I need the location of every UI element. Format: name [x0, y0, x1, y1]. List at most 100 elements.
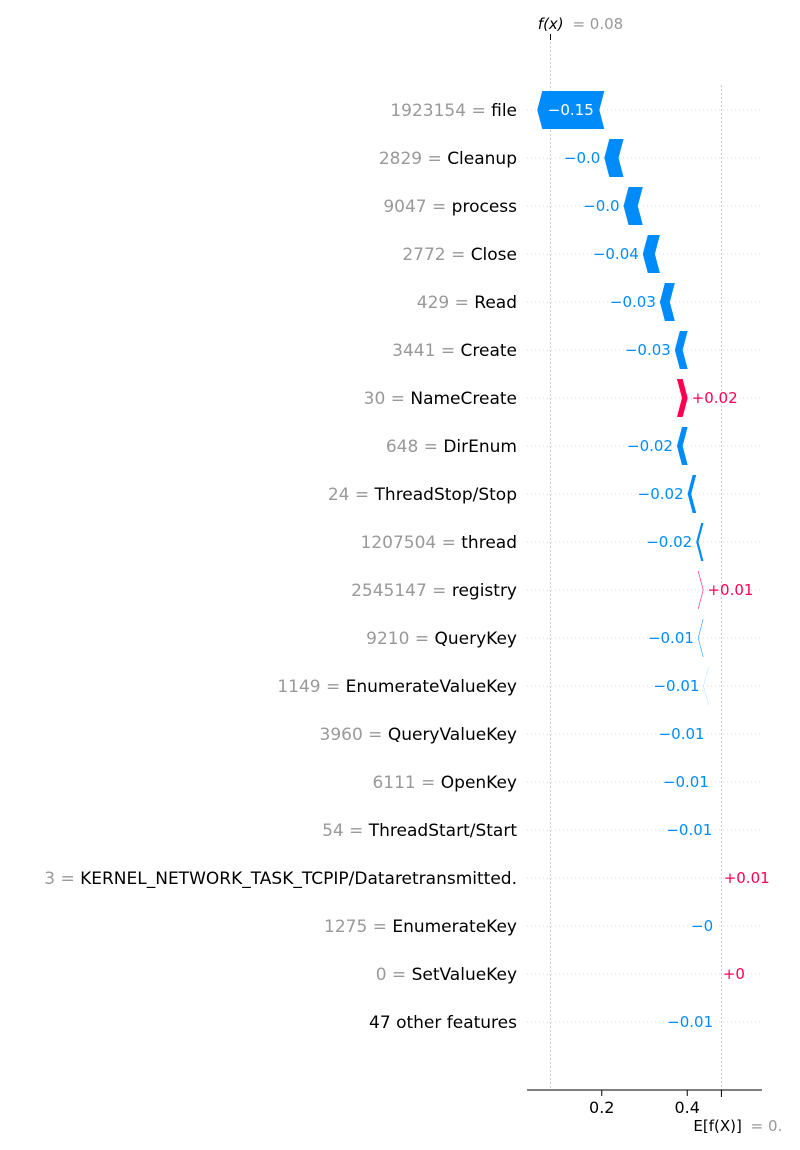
- x-axis-ticks: 0.2 0.4: [589, 1090, 700, 1117]
- waterfall-bars: −0.01 +0 −0 +0.01 −0.01 −0.01 −0.01 −0.01 −0.01 +…: [537, 91, 770, 1041]
- bar-value-label: +0: [723, 965, 745, 983]
- feature-name: Read: [474, 293, 517, 313]
- feature-value: 30 =: [364, 389, 411, 409]
- feature-name: EnumerateKey: [392, 917, 517, 937]
- x-tick-label: 0.4: [675, 1098, 700, 1117]
- feature-label: 3441 = Create: [392, 341, 517, 361]
- feature-name: QueryKey: [435, 629, 518, 649]
- feature-value: 3960 =: [320, 725, 388, 745]
- feature-value: 3441 =: [392, 341, 460, 361]
- feature-label: 1275 = EnumerateKey: [324, 917, 517, 937]
- feature-name: KERNEL_NETWORK_TASK_TCPIP/Dataretransmit…: [80, 869, 517, 889]
- waterfall-bar: [676, 379, 688, 417]
- feature-value: 9047 =: [383, 197, 451, 217]
- feature-name: ThreadStop/Stop: [374, 485, 517, 505]
- feature-labels: 47 other features 0 = SetValueKey 1275 = E…: [44, 101, 517, 1033]
- feature-name: EnumerateValueKey: [346, 677, 517, 697]
- feature-label: 1207504 = thread: [361, 533, 518, 553]
- feature-value: 54 =: [322, 821, 369, 841]
- expected-value-footer: E[f(X)] = 0.: [693, 1090, 782, 1135]
- feature-label: 3960 = QueryValueKey: [320, 725, 518, 745]
- feature-value: 429 =: [417, 293, 475, 313]
- bar-value-label: −0.15: [548, 101, 594, 119]
- feature-label: 2545147 = registry: [351, 581, 517, 601]
- feature-label: 6111 = OpenKey: [372, 773, 517, 793]
- bar-value-label: −0.03: [625, 341, 671, 359]
- bar-value-label: +0.02: [692, 389, 738, 407]
- feature-label: 47 other features: [369, 1013, 517, 1033]
- bar-value-label: −0.01: [663, 773, 709, 791]
- feature-label: 0 = SetValueKey: [376, 965, 517, 985]
- feature-label: 648 = DirEnum: [386, 437, 517, 457]
- feature-name: SetValueKey: [412, 965, 517, 985]
- feature-value: 0 =: [376, 965, 412, 985]
- bar-value-label: −0.01: [653, 677, 699, 695]
- feature-name: Create: [461, 341, 518, 361]
- feature-name: 47 other features: [369, 1013, 517, 1033]
- fx-symbol: f(x): [538, 15, 564, 33]
- bar-value-label: +0.01: [724, 869, 770, 887]
- feature-name: registry: [452, 581, 517, 601]
- feature-value: 6111 =: [372, 773, 440, 793]
- fx-header: f(x) = 0.08: [538, 15, 623, 40]
- feature-label: 1923154 = file: [390, 101, 517, 121]
- waterfall-bar: [537, 91, 605, 129]
- feature-label: 1149 = EnumerateValueKey: [277, 677, 517, 697]
- feature-name: NameCreate: [410, 389, 517, 409]
- bar-value-label: −0.02: [638, 485, 684, 503]
- feature-label: 54 = ThreadStart/Start: [322, 821, 517, 841]
- fx-label: f(x) = 0.08: [538, 15, 623, 33]
- feature-name: DirEnum: [443, 437, 517, 457]
- bar-value-label: −0.01: [659, 725, 705, 743]
- waterfall-bar: [623, 187, 643, 225]
- expected-value-symbol: E[f(X)]: [693, 1117, 741, 1135]
- bar-value-label: −0.02: [646, 533, 692, 551]
- feature-label: 2829 = Cleanup: [379, 149, 517, 169]
- waterfall-bar: [717, 907, 719, 945]
- waterfall-bar: [708, 715, 713, 753]
- bar-value-label: −0.01: [666, 821, 712, 839]
- bar-value-label: −0.01: [648, 629, 694, 647]
- waterfall-bar: [687, 475, 697, 513]
- waterfall-bar: [697, 571, 704, 609]
- bar-value-label: −0.0: [564, 149, 600, 167]
- waterfall-bar: [717, 955, 719, 993]
- feature-name: Cleanup: [447, 149, 517, 169]
- bar-value-label: −0.04: [593, 245, 639, 263]
- feature-label: 2772 = Close: [402, 245, 517, 265]
- feature-label: 30 = NameCreate: [364, 389, 517, 409]
- x-tick-label: 0.2: [589, 1098, 614, 1117]
- feature-name: Close: [471, 245, 517, 265]
- fx-value: = 0.08: [572, 15, 623, 33]
- feature-value: 1207504 =: [361, 533, 462, 553]
- feature-value: 3 =: [44, 869, 80, 889]
- bar-value-label: −0.0: [583, 197, 619, 215]
- waterfall-bar: [674, 331, 688, 369]
- feature-name: ThreadStart/Start: [368, 821, 518, 841]
- feature-value: 648 =: [386, 437, 444, 457]
- feature-label: 24 = ThreadStop/Stop: [328, 485, 517, 505]
- feature-name: thread: [461, 533, 517, 553]
- expected-value-value: = 0.: [751, 1117, 783, 1135]
- waterfall-bar: [676, 427, 688, 465]
- waterfall-bar: [642, 235, 660, 273]
- feature-name: process: [452, 197, 517, 217]
- feature-value: 2545147 =: [351, 581, 452, 601]
- waterfall-bar: [697, 619, 704, 657]
- feature-value: 9210 =: [366, 629, 434, 649]
- feature-value: 24 =: [328, 485, 375, 505]
- bar-value-label: −0.02: [627, 437, 673, 455]
- feature-name: file: [491, 101, 517, 121]
- feature-label: 9047 = process: [383, 197, 517, 217]
- feature-value: 1275 =: [324, 917, 392, 937]
- waterfall-bar: [659, 283, 675, 321]
- feature-value: 2772 =: [402, 245, 470, 265]
- expected-value-label: E[f(X)] = 0.: [693, 1117, 782, 1135]
- bar-value-label: −0.03: [610, 293, 656, 311]
- feature-value: 2829 =: [379, 149, 447, 169]
- bar-value-label: −0.01: [667, 1013, 713, 1031]
- feature-label: 3 = KERNEL_NETWORK_TASK_TCPIP/Dataretran…: [44, 869, 517, 889]
- feature-value: 1923154 =: [390, 101, 491, 121]
- feature-name: OpenKey: [441, 773, 517, 793]
- feature-value: 1149 =: [277, 677, 345, 697]
